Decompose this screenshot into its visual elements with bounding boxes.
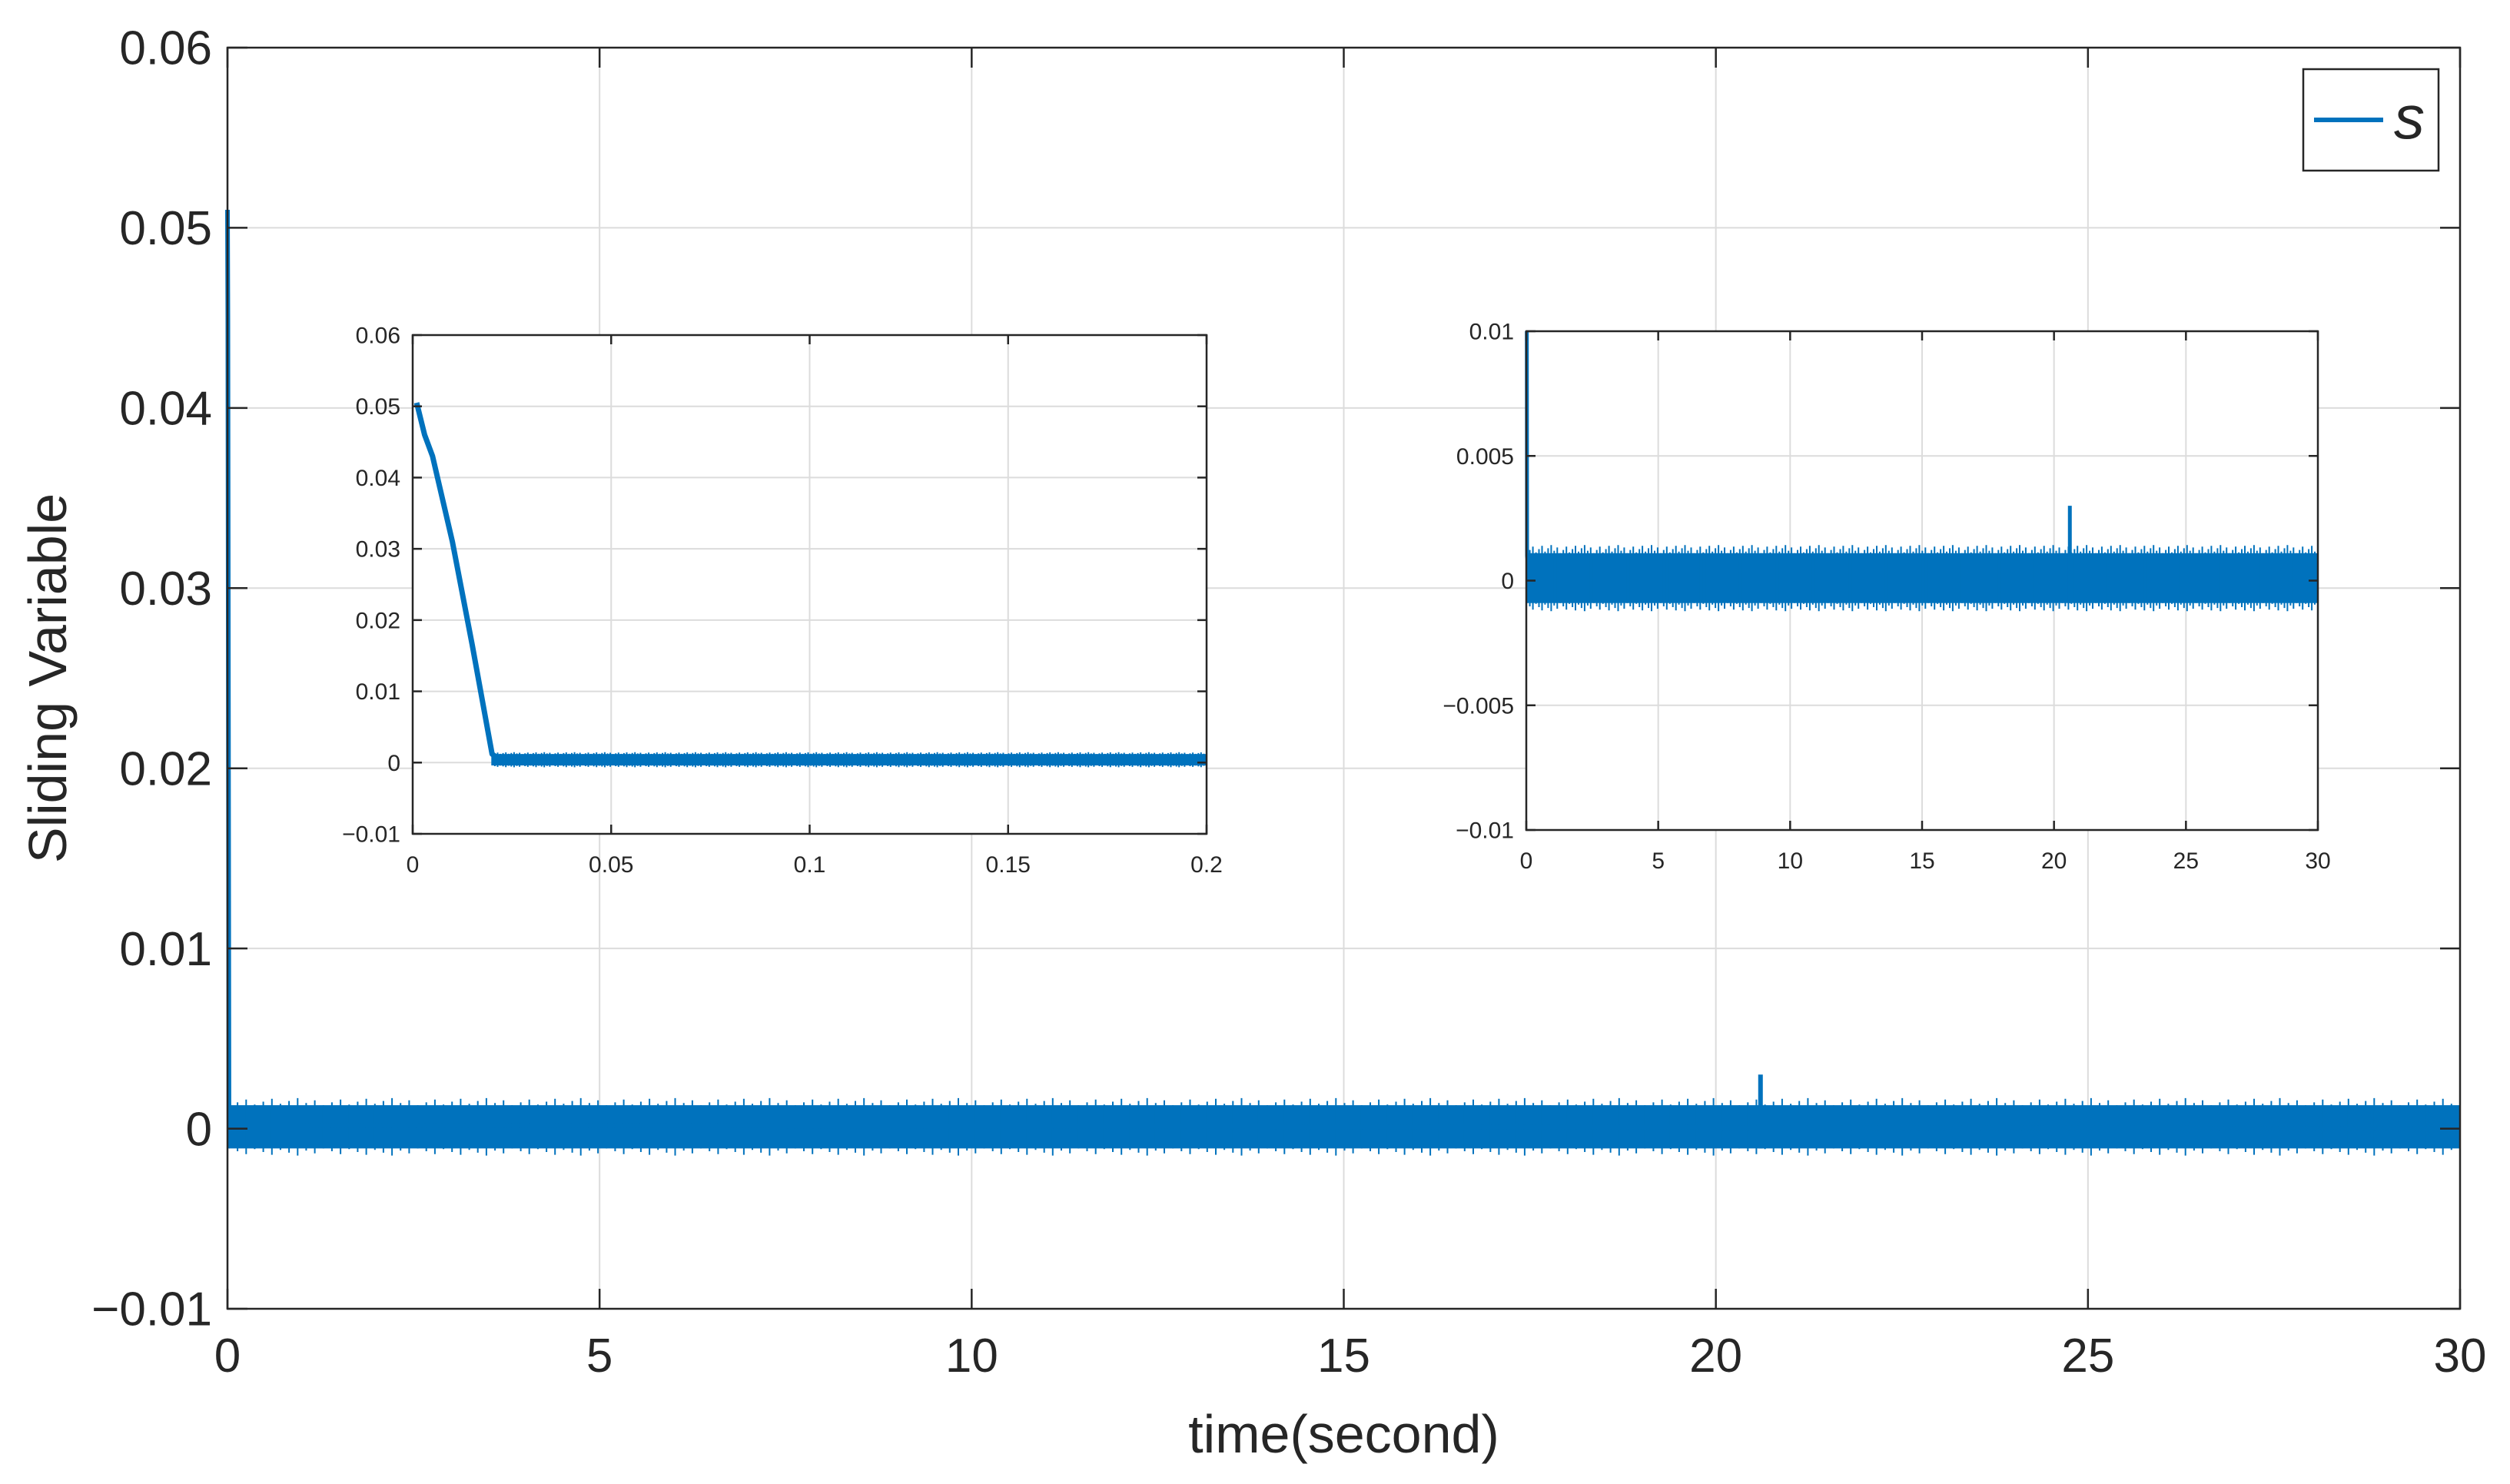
x-tick-label: 25: [2173, 848, 2199, 874]
y-tick-label: −0.01: [342, 822, 400, 848]
y-tick-label: 0: [186, 1103, 212, 1156]
y-tick-label: 0.05: [119, 202, 212, 255]
legend: s: [2302, 68, 2440, 172]
y-tick-label: −0.005: [1443, 693, 1514, 719]
x-tick-label: 25: [2061, 1330, 2114, 1383]
x-tick-label: 30: [2434, 1330, 2487, 1383]
x-tick-label: 0: [1520, 848, 1533, 874]
chart-inset-full: 0 5 10 15 20 25 30 −0.01 −0.005 0 0.005 0.01: [1443, 320, 2330, 875]
x-tick-label: 15: [1317, 1330, 1370, 1383]
x-tick-label: 0: [407, 852, 420, 878]
y-tick-label: −0.01: [91, 1283, 212, 1336]
x-tick-label: 0.1: [794, 852, 826, 878]
y-tick-label: 0.05: [356, 394, 400, 420]
x-tick-label: 30: [2305, 848, 2330, 874]
y-tick-label: 0.06: [119, 22, 212, 75]
y-tick-label: 0.01: [356, 679, 400, 705]
y-tick-label: 0.06: [356, 324, 400, 349]
x-tick-label: 5: [1652, 848, 1665, 874]
x-tick-label: 5: [586, 1330, 613, 1383]
y-tick-label: 0.02: [356, 608, 400, 633]
series-band-jitter: [1526, 545, 2319, 612]
x-tick-label: 15: [1909, 848, 1934, 874]
x-tick-label: 0.2: [1190, 852, 1223, 878]
series-group: [413, 402, 1207, 768]
y-tick-label: 0.03: [356, 537, 400, 563]
y-tick-label: −0.01: [1456, 818, 1514, 844]
y-tick-label: 0.04: [119, 383, 212, 436]
y-tick-label: 0: [387, 751, 400, 776]
y-tick-label: 0.01: [119, 923, 212, 976]
legend-label: s: [2394, 83, 2425, 151]
x-tick-label: 0.05: [589, 852, 633, 878]
y-tick-label: 0.01: [1469, 320, 1514, 345]
chart-inset-start: 0 0.05 0.1 0.15 0.2 −0.01 0 0.01 0.02 0.03 0.04 0.0…: [342, 324, 1223, 878]
x-tick-label: 10: [945, 1330, 998, 1383]
x-tick-label: 10: [1778, 848, 1803, 874]
y-axis-label: Sliding Variable: [18, 493, 78, 863]
x-tick-label: 0.15: [986, 852, 1031, 878]
y-tick-label: 0.005: [1456, 444, 1514, 470]
series-group: [1525, 330, 2319, 612]
series-line: [413, 402, 1207, 764]
y-tick-label: 0.03: [119, 563, 212, 616]
y-tick-label: 0: [1501, 569, 1514, 594]
y-tick-label: 0.02: [119, 742, 212, 795]
y-tick-label: 0.04: [356, 466, 400, 491]
x-tick-label: 0: [214, 1330, 241, 1383]
x-axis-label: time(second): [1188, 1404, 1499, 1464]
x-tick-label: 20: [1689, 1330, 1742, 1383]
x-tick-label: 20: [2041, 848, 2067, 874]
